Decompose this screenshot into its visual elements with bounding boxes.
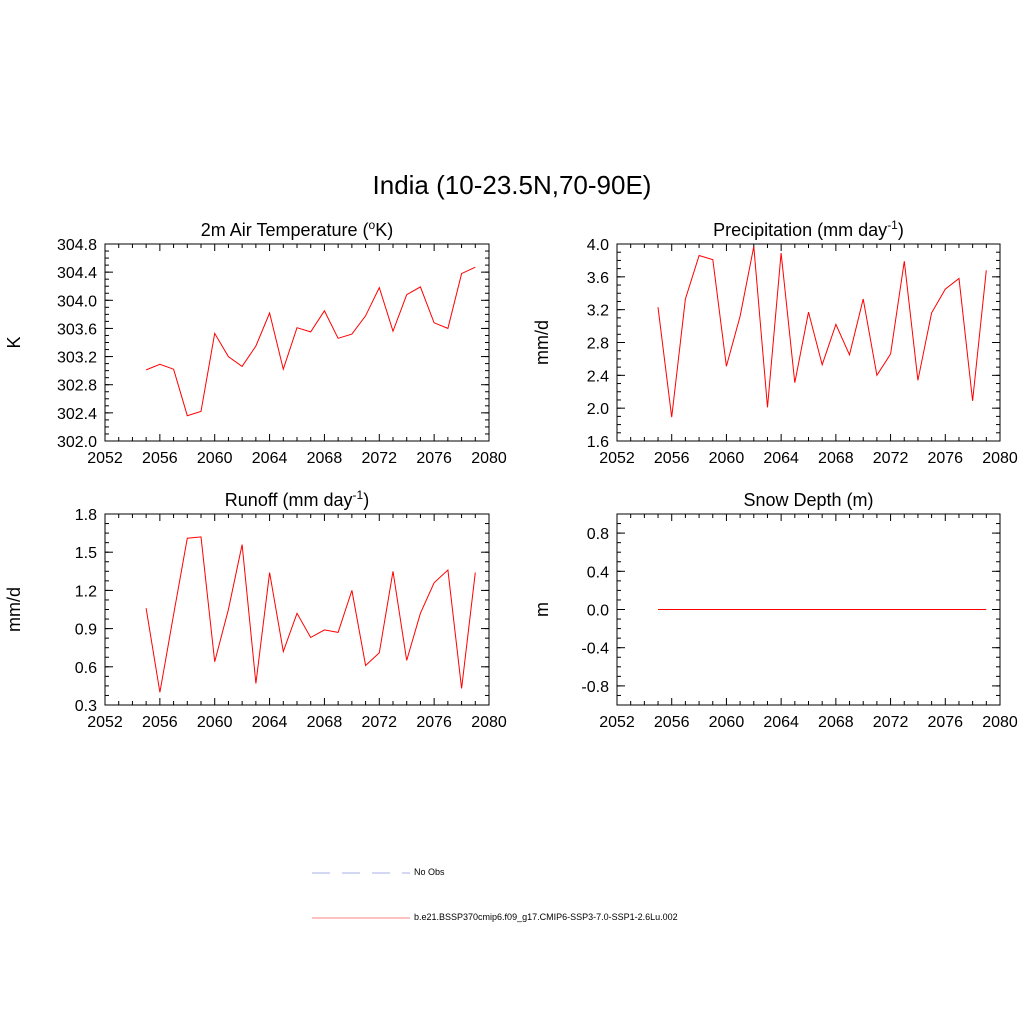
panel3-ytick-label: 0.9 <box>75 622 97 639</box>
panel3-title: Runoff (mm day-1) <box>225 488 369 510</box>
panel2-xtick-label: 2072 <box>873 450 909 467</box>
panel2-ytick-label: 2.8 <box>587 336 609 353</box>
panel2-xtick-label: 2056 <box>654 450 690 467</box>
panel1-xtick-label: 2068 <box>307 450 343 467</box>
panel4-ytick-label: 0.4 <box>587 564 609 581</box>
panel3-xtick-label: 2068 <box>307 714 343 731</box>
panel2-ytick-label: 2.0 <box>587 401 609 418</box>
panel3-xtick-label: 2072 <box>361 714 397 731</box>
panel3-xtick-label: 2052 <box>87 714 123 731</box>
panel4-xtick-label: 2064 <box>763 714 799 731</box>
panel2-ytick-label: 3.2 <box>587 303 609 320</box>
panel3-ylabel: mm/d <box>4 587 24 632</box>
panel2-ylabel: mm/d <box>532 320 552 365</box>
panel1-ylabel: K <box>4 336 24 348</box>
panel2-title: Precipitation (mm day-1) <box>713 218 904 240</box>
panel2-frame <box>616 243 1001 442</box>
panel2-xtick-label: 2060 <box>709 450 745 467</box>
panel2-xtick-label: 2076 <box>927 450 963 467</box>
panel3-xtick-label: 2076 <box>416 714 452 731</box>
panel4-xtick-label: 2060 <box>709 714 745 731</box>
panel4-xtick-label: 2068 <box>818 714 854 731</box>
panel1-xtick-label: 2056 <box>142 450 178 467</box>
panel1-title: 2m Air Temperature (oK) <box>201 218 393 240</box>
panel1-ytick-label: 302.8 <box>57 378 97 395</box>
panel1-xtick-label: 2072 <box>361 450 397 467</box>
panel3-xtick-label: 2060 <box>197 714 233 731</box>
panel4-title: Snow Depth (m) <box>743 490 873 510</box>
legend-label-model: b.e21.BSSP370cmip6.f09_g17.CMIP6-SSP3-7.… <box>414 912 678 922</box>
panel1-frame <box>104 243 490 442</box>
panel1-xtick-label: 2060 <box>197 450 233 467</box>
panel4-ytick-label: -0.8 <box>581 679 609 696</box>
panel1-xtick-label: 2076 <box>416 450 452 467</box>
panel2-xtick-label: 2068 <box>818 450 854 467</box>
panel1-ytick-label: 303.6 <box>57 321 97 338</box>
panel4-xtick-label: 2076 <box>927 714 963 731</box>
panel2-ytick-label: 1.6 <box>587 434 609 451</box>
panel3-ytick-label: 0.6 <box>75 660 97 677</box>
panel4-ytick-label: -0.4 <box>581 641 609 658</box>
panel4-xtick-label: 2080 <box>982 714 1018 731</box>
panel3-xtick-label: 2080 <box>471 714 507 731</box>
panel3-ytick-label: 1.8 <box>75 507 97 524</box>
panel2-xtick-label: 2080 <box>982 450 1018 467</box>
panel4-ylabel: m <box>532 602 552 617</box>
panel1-ytick-label: 302.4 <box>57 406 97 423</box>
panel2-xtick-label: 2052 <box>599 450 635 467</box>
panel3-xtick-label: 2064 <box>252 714 288 731</box>
panel1-ytick-label: 304.8 <box>57 237 97 254</box>
panel1-ytick-label: 304.4 <box>57 265 97 282</box>
panel3-ytick-label: 1.5 <box>75 545 97 562</box>
legend-label-no-obs: No Obs <box>414 867 445 877</box>
panel3-xtick-label: 2056 <box>142 714 178 731</box>
panel4-xtick-label: 2056 <box>654 714 690 731</box>
panel3-ytick-label: 1.2 <box>75 583 97 600</box>
panel1-ytick-label: 303.2 <box>57 350 97 367</box>
panel3-series-line <box>145 536 476 693</box>
panel2-xtick-label: 2064 <box>763 450 799 467</box>
panel2-ytick-label: 2.4 <box>587 368 609 385</box>
panel4-ytick-label: 0.0 <box>587 603 609 620</box>
panel1-ytick-label: 304.0 <box>57 293 97 310</box>
panel2-ytick-label: 4.0 <box>587 237 609 254</box>
panel2-series-line <box>657 246 987 418</box>
panel1-xtick-label: 2064 <box>252 450 288 467</box>
panel1-series-line <box>145 266 476 417</box>
panel4-xtick-label: 2052 <box>599 714 635 731</box>
panel4-xtick-label: 2072 <box>873 714 909 731</box>
panel1-xtick-label: 2080 <box>471 450 507 467</box>
panel3-ytick-label: 0.3 <box>75 698 97 715</box>
panel4-ytick-label: 0.8 <box>587 526 609 543</box>
panel1-ytick-label: 302.0 <box>57 434 97 451</box>
panel1-xtick-label: 2052 <box>87 450 123 467</box>
panel2-ytick-label: 3.6 <box>587 270 609 287</box>
figure-title: India (10-23.5N,70-90E) <box>372 170 652 200</box>
